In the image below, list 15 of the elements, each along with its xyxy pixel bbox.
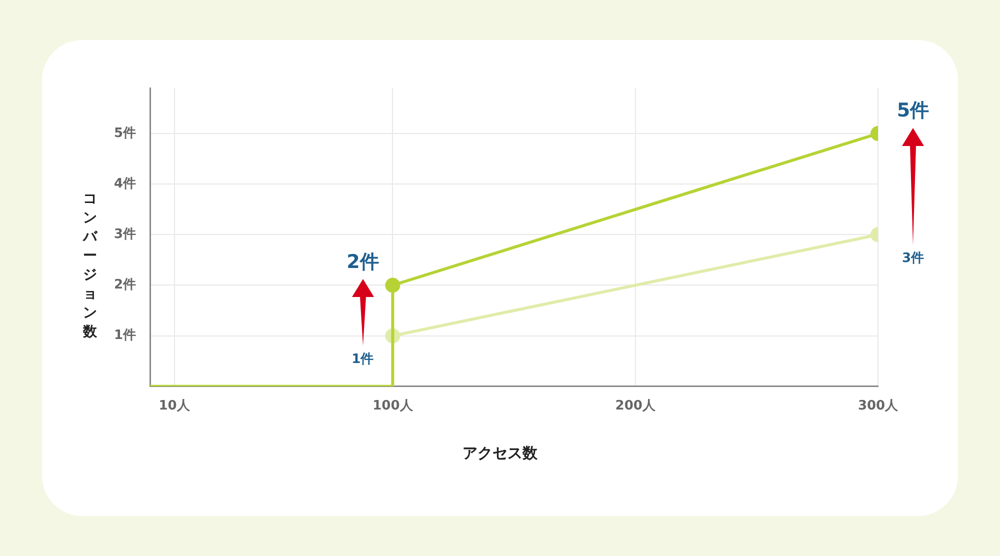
y-tick-label: 5件 — [114, 126, 136, 141]
y-tick-label: 1件 — [114, 328, 136, 344]
y-axis-title: コンバージョン数 — [82, 190, 99, 342]
x-tick-label: 100人 — [372, 398, 414, 414]
x-axis-title: アクセス数 — [462, 444, 538, 463]
y-tick-label: 3件 — [114, 227, 136, 242]
data-label: 5件 — [896, 99, 930, 122]
data-label: 2件 — [346, 251, 379, 274]
x-tick-label: 200人 — [615, 398, 656, 414]
x-tick-label: 300人 — [858, 398, 900, 414]
y-tick-label: 4件 — [114, 176, 136, 192]
x-tick-label: 10人 — [158, 398, 191, 414]
data-label: 3件 — [902, 251, 924, 266]
y-tick-label: 2件 — [114, 278, 136, 293]
data-label: 1件 — [352, 352, 374, 368]
